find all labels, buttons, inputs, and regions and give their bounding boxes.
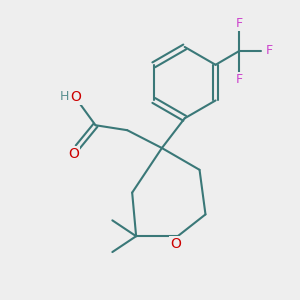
Text: O: O bbox=[68, 147, 79, 161]
Text: F: F bbox=[236, 73, 243, 86]
Text: F: F bbox=[266, 44, 273, 57]
Text: F: F bbox=[236, 17, 243, 30]
Text: O: O bbox=[170, 237, 181, 251]
Text: O: O bbox=[70, 89, 81, 103]
Text: H: H bbox=[60, 90, 70, 103]
